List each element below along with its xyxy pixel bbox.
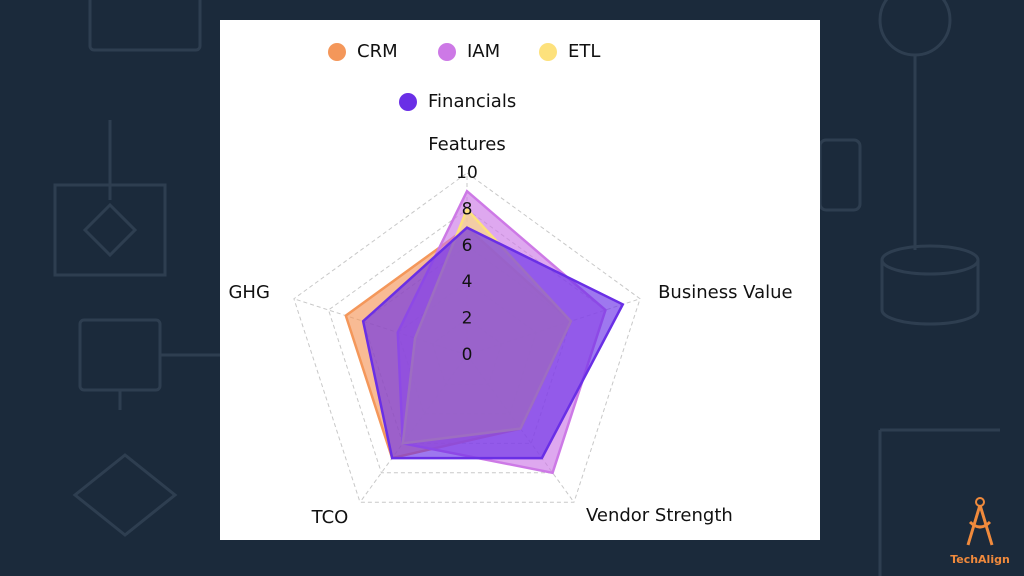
axis-label: Business Value xyxy=(658,282,793,303)
legend-item: IAM xyxy=(438,41,500,62)
legend-label: ETL xyxy=(568,41,600,62)
r-tick-label: 8 xyxy=(462,199,473,219)
axis-label: Vendor Strength xyxy=(586,505,733,526)
brand-logo: TechAlign xyxy=(950,497,1010,566)
legend-item: Financials xyxy=(399,91,516,112)
background-art xyxy=(53,0,1000,576)
legend-swatch xyxy=(399,93,417,111)
axis-label: TCO xyxy=(311,507,349,528)
legend-label: Financials xyxy=(428,91,516,112)
brand-name: TechAlign xyxy=(950,553,1010,566)
r-tick-label: 2 xyxy=(462,309,473,329)
r-tick-label: 4 xyxy=(462,272,473,292)
legend-item: ETL xyxy=(539,41,600,62)
legend-item: CRM xyxy=(328,41,398,62)
legend-label: CRM xyxy=(357,41,398,62)
radar-chart: 0 2 4 6 8 10 Features Business Value Vendor Stre… xyxy=(228,41,792,528)
grid-ring xyxy=(293,172,641,503)
legend-swatch xyxy=(328,43,346,61)
legend-swatch xyxy=(539,43,557,61)
legend-swatch xyxy=(438,43,456,61)
legend-label: IAM xyxy=(467,41,500,62)
r-tick-label: 10 xyxy=(456,163,478,183)
axis-label: GHG xyxy=(228,282,269,303)
r-tick-label: 6 xyxy=(462,236,473,256)
r-tick-label: 0 xyxy=(462,345,473,365)
series-area xyxy=(361,226,625,460)
axis-label: Features xyxy=(428,134,505,155)
